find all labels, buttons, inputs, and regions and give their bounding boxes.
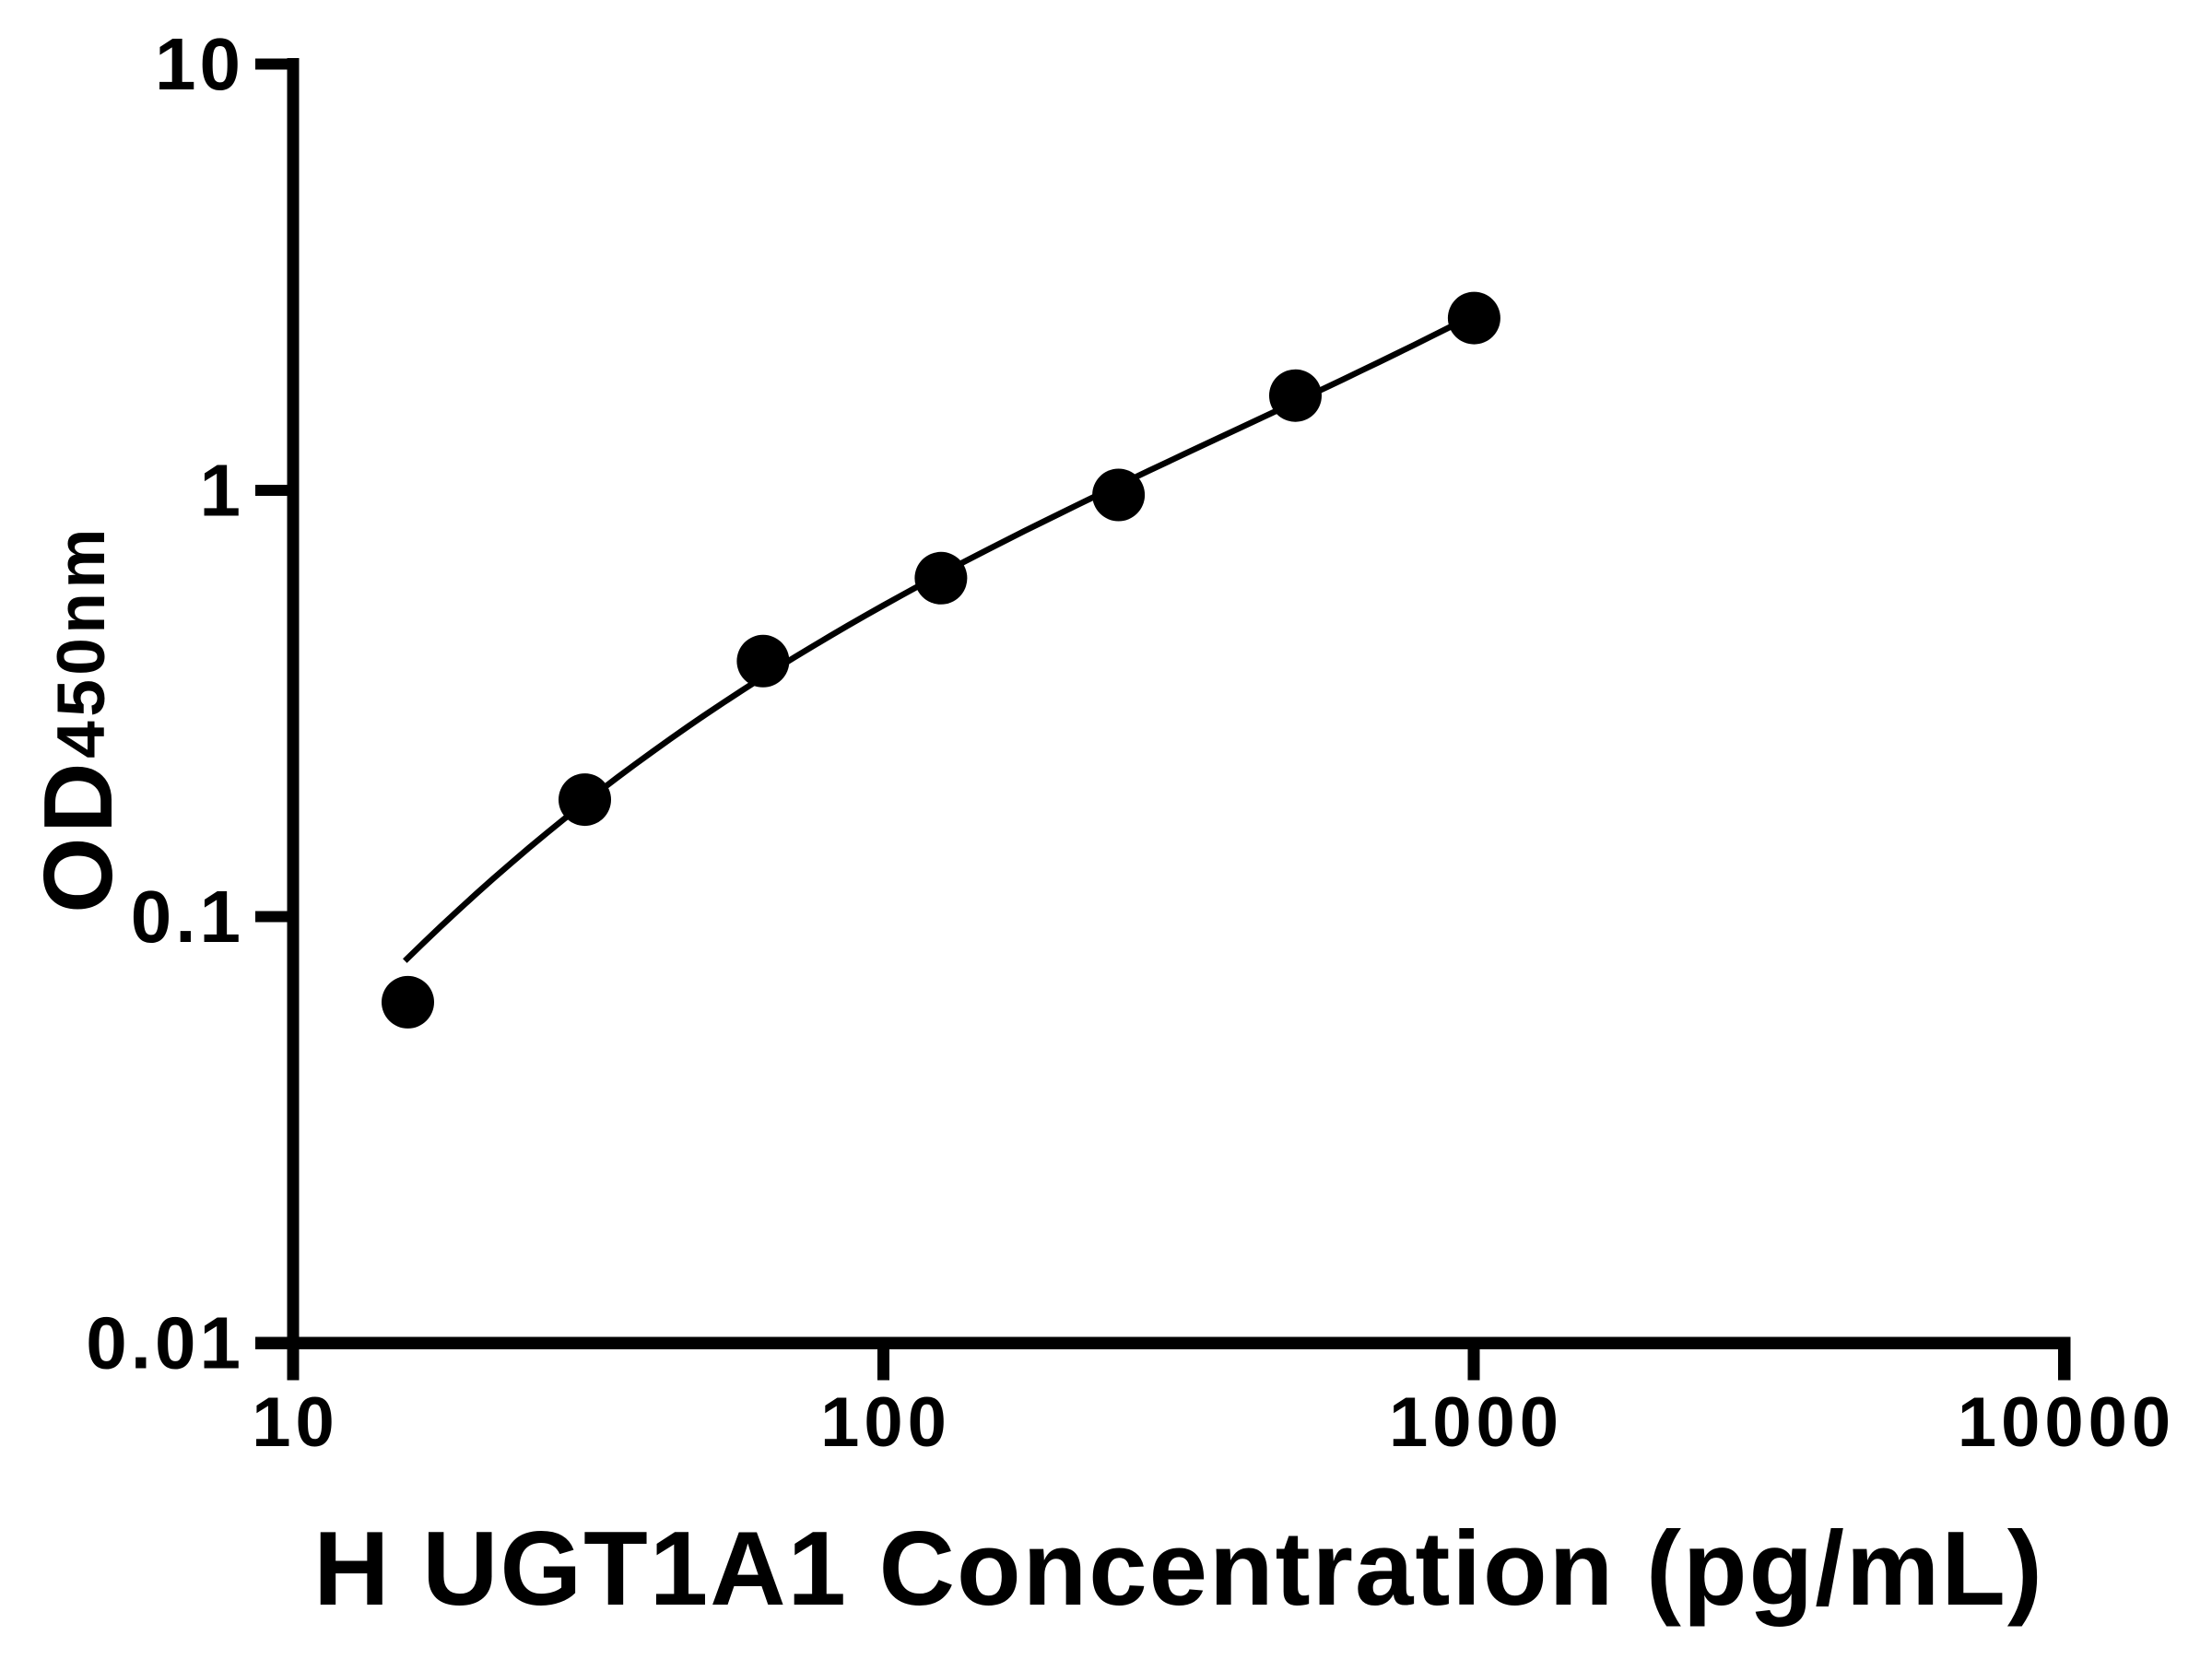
svg-text:H UGT1A1 Concentration (pg/mL): H UGT1A1 Concentration (pg/mL) (313, 1511, 2044, 1628)
svg-text:10: 10 (252, 1383, 339, 1462)
svg-text:OD450nm: OD450nm (24, 524, 133, 913)
svg-text:0.01: 0.01 (86, 1302, 244, 1384)
svg-text:100: 100 (820, 1383, 951, 1462)
svg-text:0.1: 0.1 (131, 876, 244, 958)
svg-text:10: 10 (155, 23, 244, 105)
svg-text:10000: 10000 (1958, 1383, 2175, 1462)
svg-text:1000: 1000 (1389, 1383, 1563, 1462)
svg-text:1: 1 (200, 450, 245, 532)
